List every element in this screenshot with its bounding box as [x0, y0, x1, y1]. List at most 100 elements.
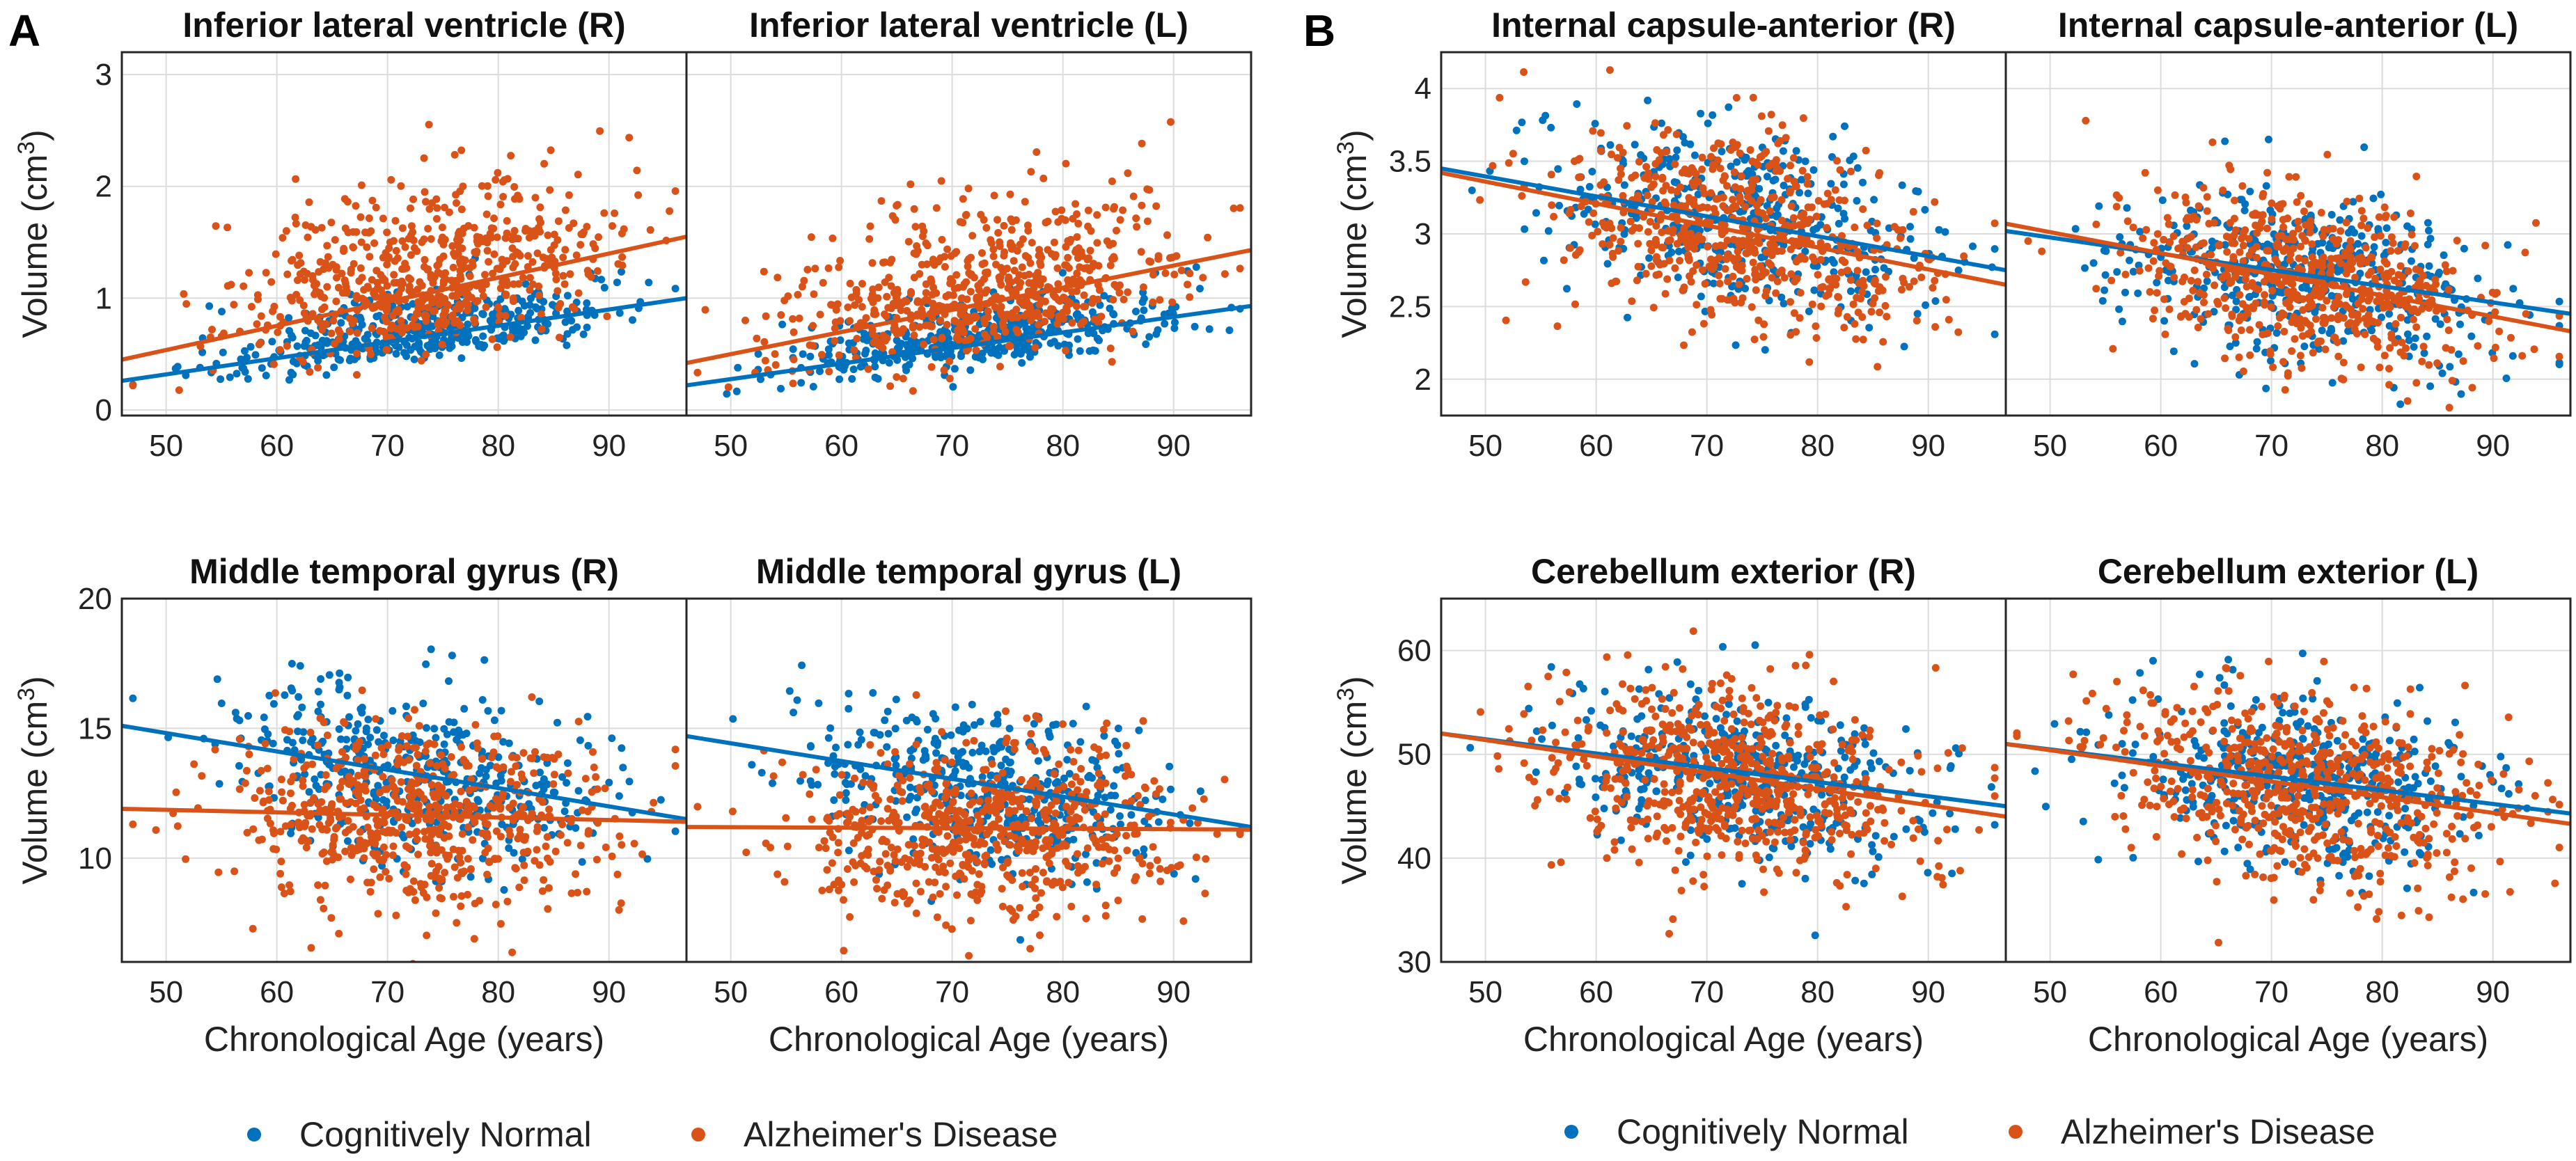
point-ad [356, 796, 365, 804]
point-cn [2153, 278, 2161, 287]
point-cn [1171, 318, 1179, 326]
point-cn [836, 336, 845, 345]
point-ad [470, 315, 478, 323]
point-cn [478, 310, 487, 318]
point-ad [1714, 139, 1722, 148]
y-tick-label: 4 [1415, 72, 1431, 106]
point-ad [478, 755, 487, 763]
point-ad [1786, 331, 1795, 339]
point-ad [560, 280, 569, 288]
point-ad [517, 313, 526, 322]
point-ad [701, 306, 709, 314]
point-ad [2183, 214, 2192, 222]
point-ad [503, 281, 511, 290]
point-ad [379, 855, 388, 863]
point-cn [2221, 241, 2229, 249]
point-ad [2294, 217, 2302, 226]
point-ad [553, 236, 562, 244]
point-ad [1680, 283, 1688, 292]
point-cn [1906, 235, 1915, 243]
point-ad [2183, 244, 2192, 252]
point-cn [402, 352, 411, 361]
point-ad [1729, 294, 1738, 303]
point-ad [421, 313, 430, 321]
point-ad [1643, 191, 1651, 200]
point-ad [574, 289, 583, 297]
point-ad [1790, 309, 1798, 317]
point-ad [1777, 216, 1786, 225]
point-ad [2116, 248, 2125, 257]
point-ad [1731, 202, 1739, 210]
point-ad [535, 291, 543, 299]
point-ad [349, 228, 357, 236]
point-ad [1106, 345, 1115, 352]
point-ad [2408, 307, 2416, 315]
point-ad [2279, 358, 2288, 366]
point-cn [492, 779, 501, 787]
point-ad [2432, 307, 2440, 315]
y-tick-label: 3.5 [1389, 145, 1431, 179]
point-ad [323, 283, 331, 291]
point-ad [1594, 228, 1602, 236]
point-ad [2285, 297, 2293, 306]
point-ad [175, 386, 183, 394]
point-cn [422, 660, 430, 668]
point-ad [942, 292, 950, 301]
point-ad [2391, 338, 2399, 347]
point-ad [397, 317, 405, 325]
point-ad [2302, 221, 2310, 229]
point-cn [337, 319, 345, 327]
point-ad [432, 909, 440, 917]
point-ad [383, 305, 391, 313]
point-ad [1068, 319, 1076, 327]
point-ad [817, 351, 826, 359]
point-ad [2213, 297, 2222, 306]
point-ad [1859, 335, 1867, 344]
point-cn [1694, 190, 1702, 198]
point-ad [1124, 169, 1132, 177]
point-ad [428, 199, 436, 207]
point-ad [353, 294, 361, 303]
point-cn [1521, 157, 1528, 166]
point-ad [907, 287, 915, 296]
point-ad [1754, 316, 1763, 324]
point-ad [1668, 228, 1676, 237]
point-cn [1704, 119, 1712, 127]
point-ad [1008, 217, 1016, 226]
point-cn [1672, 153, 1680, 161]
point-ad [1143, 217, 1152, 226]
point-ad [2444, 326, 2453, 334]
point-cn [312, 782, 320, 790]
point-ad [1858, 288, 1867, 297]
point-ad [294, 261, 302, 269]
point-ad [2241, 275, 2249, 283]
point-ad [1154, 255, 1163, 263]
point-ad [129, 381, 137, 390]
point-ad [2348, 258, 2357, 267]
point-cn [1792, 147, 1800, 155]
point-cn [1830, 268, 1838, 276]
point-ad [1659, 244, 1667, 252]
point-cn [476, 769, 484, 777]
point-ad [1116, 216, 1124, 224]
point-ad [1036, 250, 1044, 258]
point-ad [372, 203, 380, 212]
point-ad [381, 313, 388, 322]
point-cn [314, 707, 322, 716]
point-ad [1873, 219, 1881, 228]
point-ad [975, 293, 984, 301]
point-ad [316, 258, 324, 266]
point-ad [982, 223, 991, 232]
point-cn [1736, 207, 1744, 216]
point-ad [1149, 298, 1157, 306]
point-ad [2146, 287, 2154, 296]
point-ad [911, 223, 920, 231]
point-cn [2446, 363, 2454, 371]
point-ad [2181, 194, 2190, 201]
point-cn [893, 356, 902, 364]
point-ad [910, 205, 918, 213]
point-cn [1709, 111, 1717, 119]
point-ad [1827, 196, 1835, 204]
point-cn [314, 688, 322, 696]
point-ad [340, 276, 349, 285]
